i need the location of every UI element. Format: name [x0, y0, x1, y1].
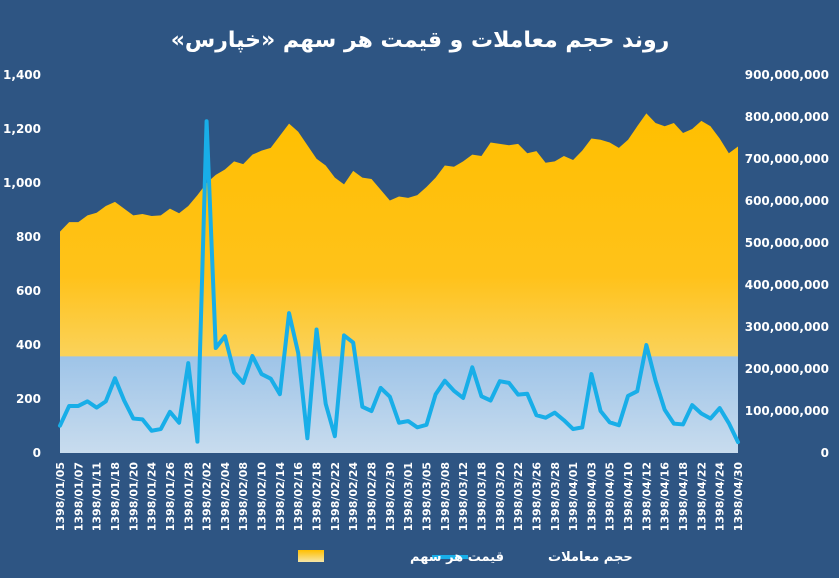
x-tick-label: 1398/02/24	[347, 462, 360, 532]
legend-label-volume: حجم معاملات	[548, 550, 633, 565]
x-tick-label: 1398/04/05	[604, 462, 617, 531]
volume-line-series	[58, 119, 740, 445]
x-tick-label: 1398/04/10	[622, 462, 635, 532]
x-tick-label: 1398/04/01	[567, 462, 580, 531]
x-tick-label: 1398/02/14	[274, 462, 287, 532]
y-left-tick-label: 800	[16, 230, 41, 244]
y-right-tick-label: 700,000,000	[745, 152, 829, 166]
y-left-tick-label: 600	[16, 284, 41, 298]
y-left-tick-label: 200	[16, 392, 41, 406]
volume-fill-band	[60, 356, 738, 453]
x-tick-label: 1398/04/30	[732, 462, 745, 532]
y-axis-left: 0 200 400 600 800 1,000 1,200 1,400	[3, 68, 41, 460]
x-tick-label: 1398/03/28	[549, 462, 562, 531]
y-left-tick-label: 400	[16, 338, 41, 352]
x-tick-label: 1398/03/18	[475, 462, 488, 531]
y-left-tick-label: 1,000	[3, 176, 41, 190]
chart-title: روند حجم معاملات و قیمت هر سهم «خپارس»	[171, 28, 670, 53]
y-right-tick-label: 0	[821, 446, 829, 460]
x-tick-label: 1398/04/16	[659, 462, 672, 532]
y-right-tick-label: 500,000,000	[745, 236, 829, 250]
x-axis: 1398/01/05 1398/01/07 1398/01/11 1398/01/18…	[54, 462, 745, 532]
x-tick-label: 1398/02/04	[219, 462, 232, 532]
x-tick-label: 1398/04/24	[714, 462, 727, 532]
y-right-tick-label: 200,000,000	[745, 362, 829, 376]
y-right-tick-label: 400,000,000	[745, 278, 829, 292]
x-tick-label: 1398/04/18	[677, 462, 690, 531]
x-tick-label: 1398/01/28	[182, 462, 195, 531]
x-tick-label: 1398/03/12	[457, 462, 470, 531]
x-tick-label: 1398/01/18	[109, 462, 122, 531]
x-tick-label: 1398/04/03	[585, 462, 598, 531]
x-tick-label: 1398/01/07	[72, 462, 85, 531]
x-tick-label: 1398/02/08	[237, 462, 250, 531]
x-tick-label: 1398/04/22	[695, 462, 708, 531]
x-tick-label: 1398/01/24	[146, 462, 159, 532]
y-right-tick-label: 100,000,000	[745, 404, 829, 418]
x-tick-label: 1398/03/26	[530, 462, 543, 532]
x-tick-label: 1398/02/22	[329, 462, 342, 531]
x-tick-label: 1398/03/05	[420, 462, 433, 531]
legend-swatch-price	[298, 550, 324, 562]
x-tick-label: 1398/01/20	[127, 462, 140, 532]
x-tick-label: 1398/01/05	[54, 462, 67, 531]
legend: حجم معاملات قیمت هر سهم	[298, 550, 633, 565]
y-left-tick-label: 0	[33, 446, 41, 460]
x-tick-label: 1398/03/22	[512, 462, 525, 531]
y-right-tick-label: 300,000,000	[745, 320, 829, 334]
y-right-tick-label: 800,000,000	[745, 110, 829, 124]
x-tick-label: 1398/02/02	[201, 462, 214, 531]
y-axis-right: 0 100,000,000 200,000,000 300,000,000 400,00…	[745, 68, 829, 460]
y-left-tick-label: 1,200	[3, 122, 41, 136]
y-right-tick-label: 600,000,000	[745, 194, 829, 208]
y-left-tick-label: 1,400	[3, 68, 41, 82]
x-tick-label: 1398/03/01	[402, 462, 415, 531]
x-tick-label: 1398/02/18	[311, 462, 324, 531]
x-tick-label: 1398/01/26	[164, 462, 177, 532]
x-tick-label: 1398/03/08	[439, 462, 452, 531]
x-tick-label: 1398/01/11	[91, 462, 104, 531]
x-tick-label: 1398/02/10	[256, 462, 269, 532]
x-tick-label: 1398/02/28	[366, 462, 379, 531]
legend-label-price: قیمت هر سهم	[410, 550, 504, 565]
y-right-tick-label: 900,000,000	[745, 68, 829, 82]
x-tick-label: 1398/03/20	[494, 462, 507, 532]
x-tick-label: 1398/02/16	[292, 462, 305, 532]
x-tick-label: 1398/02/30	[384, 462, 397, 532]
x-tick-label: 1398/04/12	[640, 462, 653, 531]
